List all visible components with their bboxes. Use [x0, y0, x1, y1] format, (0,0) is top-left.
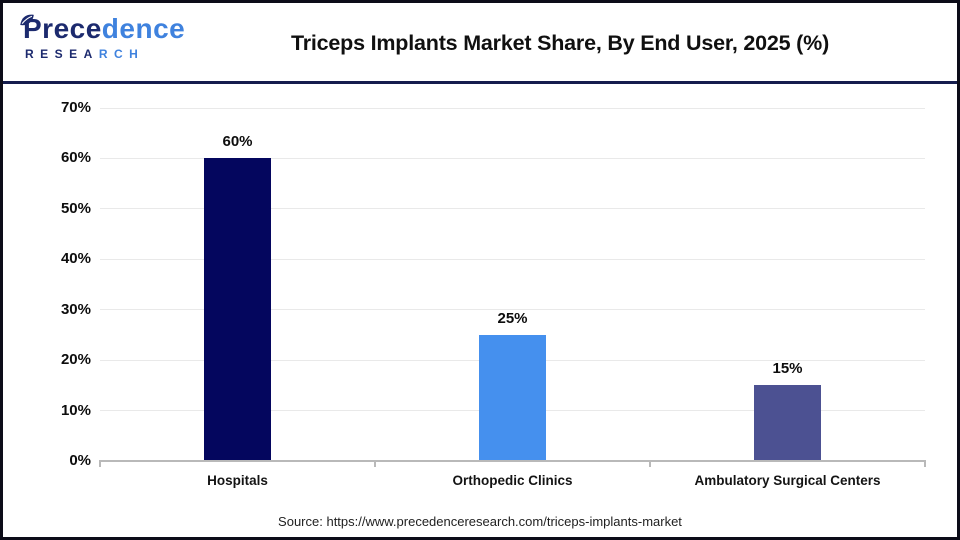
gridline-60: [100, 157, 925, 159]
bar-chart: 0% 10% 20% 30% 40% 50% 60% 70% 60% Hospitals 25% Or…: [3, 3, 957, 537]
bar-hospitals: [204, 158, 271, 461]
x-axis-category-label: Orthopedic Clinics: [452, 473, 573, 488]
x-axis-tick: [924, 461, 926, 467]
y-axis-tick-label: 50%: [60, 199, 91, 217]
x-axis-tick: [99, 461, 101, 467]
x-axis-category-label: Hospitals: [207, 473, 268, 488]
bar-orthopedic-clinics: [479, 334, 546, 461]
x-axis-tick: [649, 461, 651, 467]
x-axis-category-label: Ambulatory Surgical Centers: [694, 473, 881, 488]
y-axis-tick-label: 60%: [60, 149, 91, 167]
source-citation: Source: https://www.precedenceresearch.c…: [278, 514, 682, 529]
gridline-30: [100, 309, 925, 311]
gridline-40: [100, 258, 925, 260]
y-axis-tick-label: 40%: [60, 250, 91, 268]
logo-text-light: dence: [101, 13, 186, 44]
header: Precedence RESEARCH Triceps Implants Mar…: [3, 3, 957, 84]
x-axis-tick: [374, 461, 376, 467]
y-axis-tick-label: 20%: [60, 351, 91, 369]
leaf-icon: [19, 4, 37, 26]
logo-wordmark: Precedence: [20, 13, 186, 44]
bar-ambulatory-surgical-centers: [754, 385, 821, 461]
logo-subtitle: RESEARCH: [25, 47, 145, 61]
y-axis-tick-label: 0%: [69, 452, 91, 469]
y-axis-tick-label: 70%: [60, 99, 91, 116]
x-axis-line: [99, 460, 926, 462]
logo-text-dark: Prece: [23, 13, 102, 44]
y-axis-tick-label: 30%: [60, 300, 91, 318]
page-title: Triceps Implants Market Share, By End Us…: [290, 31, 830, 55]
y-axis-tick-label: 10%: [60, 401, 91, 419]
precedence-research-logo: Precedence RESEARCH: [20, 13, 186, 61]
value-label: 25%: [497, 309, 528, 327]
value-label: 60%: [222, 133, 253, 151]
gridline-70: [100, 107, 925, 109]
value-label: 15%: [772, 360, 803, 378]
gridline-50: [100, 208, 925, 210]
